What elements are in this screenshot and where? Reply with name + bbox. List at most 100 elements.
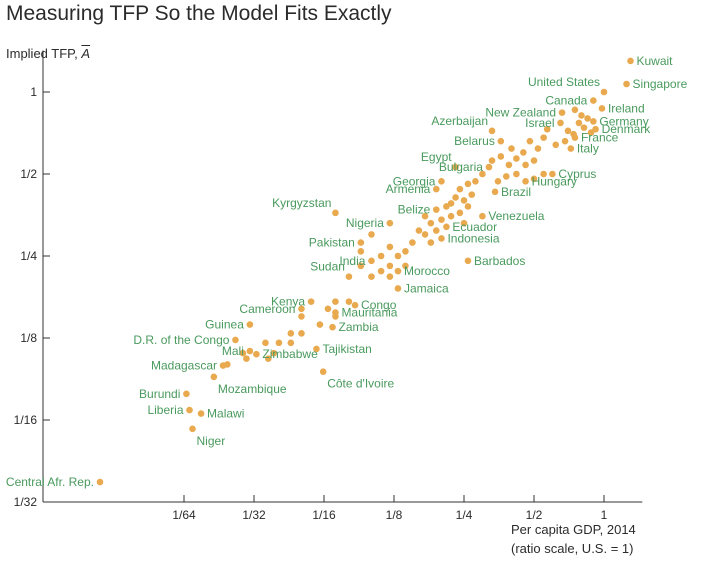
x-tick-label: 1/16 <box>312 508 336 522</box>
data-point <box>394 285 402 292</box>
chart-title: Measuring TFP So the Model Fits Exactly <box>6 2 392 25</box>
country-label: Zimbabwe <box>262 347 318 361</box>
data-point <box>438 178 445 185</box>
data-point <box>479 170 486 178</box>
data-point <box>485 163 493 171</box>
data-point <box>409 239 416 246</box>
data-point <box>452 194 459 201</box>
data-point <box>332 309 339 316</box>
country-label: Central Afr. Rep. <box>6 475 94 489</box>
country-label: Côte d'Ivoire <box>327 377 394 391</box>
country-label: Cameroon <box>239 302 295 316</box>
data-point <box>543 125 551 133</box>
country-label: Pakistan <box>309 236 355 250</box>
data-point <box>561 137 569 145</box>
data-point <box>447 212 455 220</box>
data-point <box>623 80 630 88</box>
country-label: Mozambique <box>218 382 287 396</box>
country-label: Sudan <box>310 260 345 274</box>
y-tick-label: 1/4 <box>20 249 37 263</box>
x-axis-label-line2: (ratio scale, U.S. = 1) <box>511 541 634 556</box>
data-point <box>584 115 591 122</box>
data-point <box>243 355 250 362</box>
x-tick-label: 1/32 <box>242 508 266 522</box>
data-point <box>262 339 269 347</box>
country-label: Jamaica <box>404 281 449 295</box>
data-point <box>530 175 538 183</box>
x-tick-label: 1/2 <box>526 508 543 522</box>
country-label: Barbados <box>474 254 525 268</box>
data-point <box>96 478 104 486</box>
country-label: Kuwait <box>636 54 673 68</box>
data-point <box>513 155 520 162</box>
data-point <box>571 106 579 114</box>
country-label: Germany <box>599 114 648 128</box>
data-point <box>534 145 542 152</box>
data-point <box>472 178 479 185</box>
y-tick-label: 1/2 <box>20 167 37 181</box>
data-point <box>580 124 588 131</box>
data-point <box>402 262 409 270</box>
country-label: Congo <box>361 298 397 312</box>
data-point <box>219 362 227 369</box>
country-label: Armenia <box>386 182 431 196</box>
data-point <box>427 219 435 227</box>
country-label: Singapore <box>633 77 688 91</box>
data-point <box>377 267 385 275</box>
data-point <box>432 185 440 193</box>
data-point <box>571 134 579 141</box>
data-point <box>567 145 575 152</box>
data-point <box>183 390 190 398</box>
data-point <box>368 257 375 265</box>
data-point <box>502 173 510 180</box>
data-point <box>540 134 547 141</box>
data-point <box>464 203 472 210</box>
country-label: Malawi <box>207 407 244 421</box>
y-axis-label-symbol: A <box>81 46 91 61</box>
data-point <box>508 145 515 152</box>
data-point <box>246 321 254 328</box>
country-label: Kenya <box>271 295 305 309</box>
data-point <box>253 350 260 358</box>
x-tick-label: 1/64 <box>172 508 196 522</box>
data-point <box>578 112 585 119</box>
data-point <box>447 200 455 207</box>
axes: 1/64 1/32 1/16 1/8 1/4 1/2 1 1/32 1/16 1/8 1/4 1/2 1 <box>14 50 643 522</box>
data-point <box>270 349 278 357</box>
data-point <box>287 339 295 347</box>
data-point <box>549 170 556 178</box>
country-label: Nigeria <box>346 216 384 230</box>
data-point <box>530 157 538 164</box>
data-point <box>494 178 502 185</box>
data-point <box>443 203 450 210</box>
data-point <box>394 252 402 260</box>
y-tick-label: 1/16 <box>14 413 38 427</box>
data-point <box>386 273 394 280</box>
data-point <box>564 127 572 135</box>
data-points <box>96 57 634 486</box>
data-point <box>575 119 583 127</box>
data-point <box>522 178 529 185</box>
data-point <box>210 373 218 381</box>
data-point <box>432 227 440 234</box>
data-point <box>590 118 597 125</box>
country-label: Brazil <box>501 185 531 199</box>
data-point <box>345 273 353 280</box>
data-point <box>298 330 305 337</box>
data-point <box>627 57 634 65</box>
country-label: Cyprus <box>558 167 596 181</box>
data-point <box>298 313 305 320</box>
data-point <box>186 406 193 414</box>
country-label: United States <box>528 75 600 89</box>
data-point <box>402 248 409 255</box>
country-label: New Zealand <box>485 106 556 120</box>
country-label: Kyrgyzstan <box>272 196 331 210</box>
x-axis-label-line1: Per capita GDP, 2014 <box>511 522 636 537</box>
data-point <box>505 161 513 169</box>
country-label: Ecuador <box>452 220 497 234</box>
data-point <box>357 262 365 270</box>
y-axis-label: Implied TFP, A <box>6 46 90 61</box>
data-point <box>307 298 315 305</box>
data-point <box>488 127 496 135</box>
country-label: Hungary <box>532 174 577 188</box>
